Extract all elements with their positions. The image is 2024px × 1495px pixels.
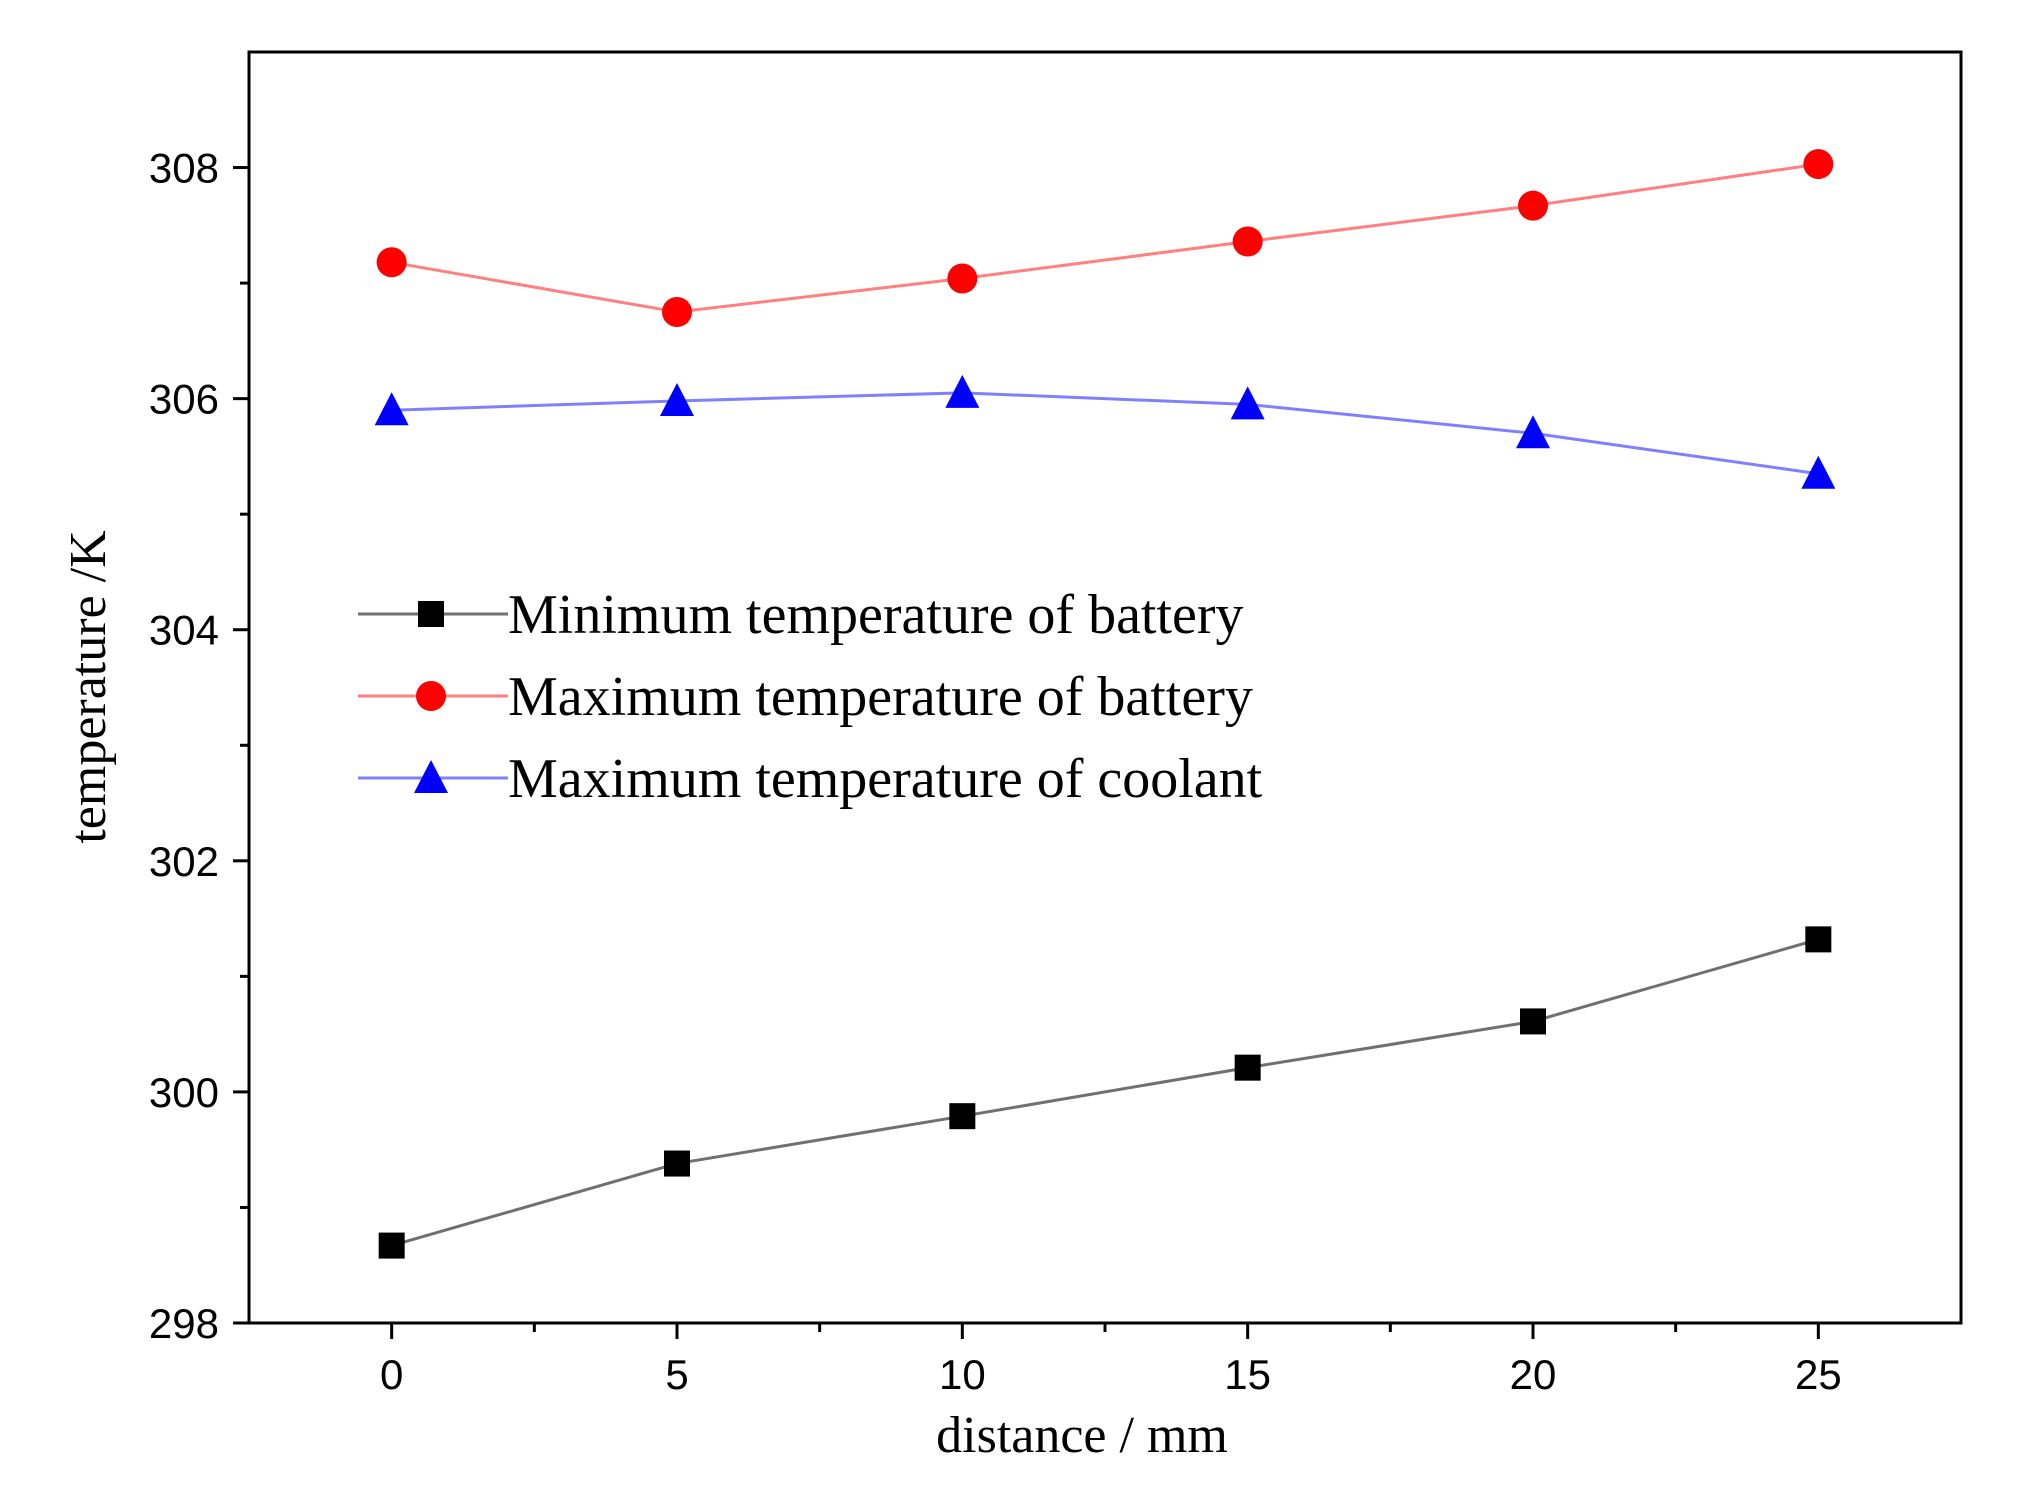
x-tick-label: 5 xyxy=(665,1351,688,1398)
data-point xyxy=(1234,1054,1261,1081)
data-point xyxy=(947,263,978,294)
data-point xyxy=(378,1232,405,1259)
series-1 xyxy=(378,926,1832,1259)
x-axis-ticks: 0 5 10 15 20 25 xyxy=(380,1323,1842,1398)
legend-marker xyxy=(418,601,444,627)
data-point xyxy=(1518,190,1548,221)
legend-marker xyxy=(416,681,446,711)
series-line xyxy=(391,391,1819,476)
x-axis-title: distance / mm xyxy=(936,1407,1228,1464)
y-axis-title: temperature /K xyxy=(60,530,117,844)
data-point xyxy=(1232,226,1263,257)
y-tick-label: 300 xyxy=(149,1069,219,1116)
series-line xyxy=(391,162,1819,314)
data-point xyxy=(1805,926,1832,953)
legend-item: Maximum temperature of battery xyxy=(358,666,1253,728)
x-tick-label: 0 xyxy=(380,1351,403,1398)
data-point xyxy=(945,374,980,408)
data-point xyxy=(664,1150,690,1177)
legend-label: Maximum temperature of battery xyxy=(508,666,1253,728)
legend-item: Minimum temperature of battery xyxy=(358,584,1244,646)
x-tick-label: 15 xyxy=(1224,1351,1271,1398)
data-point xyxy=(1803,149,1834,180)
y-tick-label: 304 xyxy=(149,607,219,654)
data-point xyxy=(1230,386,1265,420)
legend-label: Maximum temperature of coolant xyxy=(508,748,1263,810)
data-point xyxy=(1520,1008,1546,1035)
data-point xyxy=(949,1103,976,1130)
y-tick-label: 302 xyxy=(149,838,219,885)
legend-marker xyxy=(414,760,448,793)
data-point xyxy=(374,392,409,426)
data-point xyxy=(376,247,407,278)
legend: Minimum temperature of battery Maximum te… xyxy=(358,584,1263,810)
series-2 xyxy=(376,149,1834,327)
data-point xyxy=(660,382,694,416)
x-tick-label: 25 xyxy=(1795,1351,1842,1398)
legend-item: Maximum temperature of coolant xyxy=(358,748,1263,810)
y-tick-label: 298 xyxy=(149,1300,219,1347)
data-point xyxy=(1801,455,1836,489)
data-point xyxy=(1516,415,1550,449)
y-tick-label: 308 xyxy=(149,145,219,192)
x-tick-label: 10 xyxy=(939,1351,986,1398)
series-line xyxy=(391,937,1819,1248)
data-point xyxy=(662,296,692,327)
series-layer xyxy=(374,149,1836,1259)
series-3 xyxy=(374,374,1836,489)
legend-label: Minimum temperature of battery xyxy=(508,584,1244,646)
x-tick-label: 20 xyxy=(1510,1351,1557,1398)
y-axis-ticks: 298 300 302 304 306 308 xyxy=(149,145,249,1347)
y-tick-label: 306 xyxy=(149,376,219,423)
